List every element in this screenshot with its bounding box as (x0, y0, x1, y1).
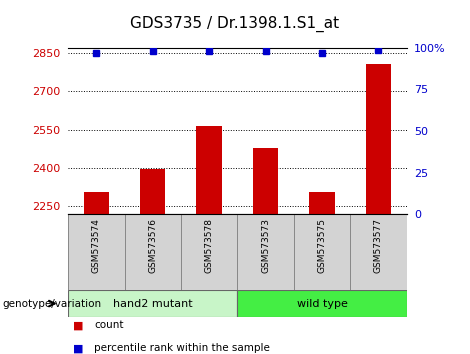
Text: GSM573574: GSM573574 (92, 218, 101, 273)
Bar (140, 169, 165, 214)
Bar (84, 193, 109, 214)
Text: ■: ■ (73, 343, 83, 353)
Bar (309, 193, 335, 214)
Bar (294, 214, 350, 290)
Text: GSM573578: GSM573578 (204, 218, 214, 273)
Text: genotype/variation: genotype/variation (2, 298, 102, 309)
Text: hand2 mutant: hand2 mutant (113, 298, 193, 309)
Text: count: count (94, 320, 124, 330)
Text: GDS3735 / Dr.1398.1.S1_at: GDS3735 / Dr.1398.1.S1_at (131, 16, 339, 32)
Bar (253, 148, 278, 214)
Bar (68, 214, 125, 290)
Text: ■: ■ (73, 320, 83, 330)
Bar (237, 290, 407, 317)
Text: wild type: wild type (297, 298, 347, 309)
Bar (350, 214, 407, 290)
Bar (181, 214, 237, 290)
Text: GSM573576: GSM573576 (148, 218, 157, 273)
Text: GSM573575: GSM573575 (317, 218, 327, 273)
Bar (366, 64, 391, 214)
Bar (196, 126, 222, 214)
Text: percentile rank within the sample: percentile rank within the sample (94, 343, 270, 353)
Bar (68, 290, 237, 317)
Bar (237, 214, 294, 290)
Text: GSM573577: GSM573577 (374, 218, 383, 273)
Bar (125, 214, 181, 290)
Text: GSM573573: GSM573573 (261, 218, 270, 273)
